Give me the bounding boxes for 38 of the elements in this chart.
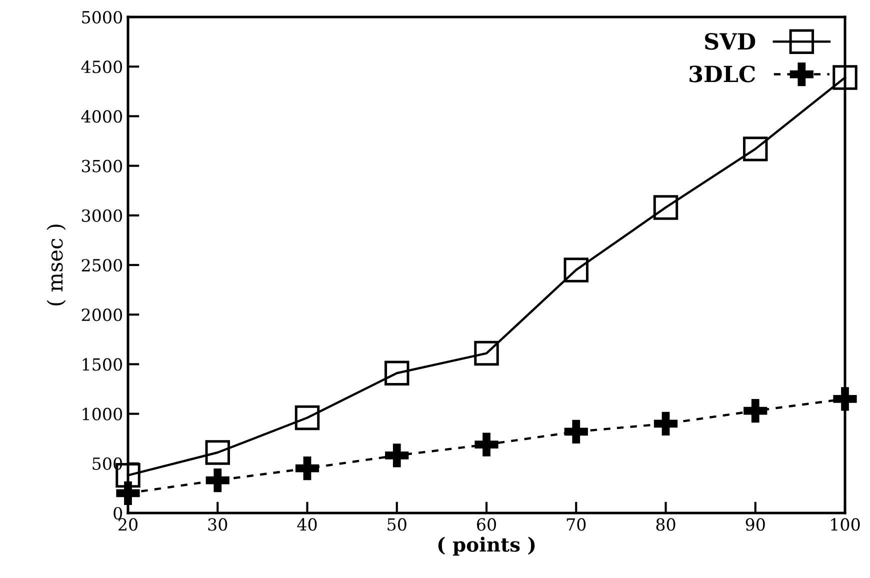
point bbox=[654, 412, 678, 436]
y-tick-label: 3000 bbox=[82, 209, 122, 222]
y-tick-label: 2500 bbox=[82, 258, 122, 272]
point bbox=[205, 440, 230, 465]
point bbox=[384, 360, 410, 386]
x-tick-label: 70 bbox=[566, 518, 586, 531]
y-axis-title: ( msec ) bbox=[46, 224, 66, 306]
point bbox=[474, 432, 498, 456]
x-tick-label: 90 bbox=[746, 518, 765, 531]
point bbox=[564, 258, 588, 282]
y-tick-label: 4000 bbox=[81, 110, 122, 123]
legend-label: SVD bbox=[705, 32, 756, 50]
y-tick-label: 0 bbox=[114, 506, 122, 520]
x-tick-label: 80 bbox=[656, 518, 676, 531]
legend-label: 3DLC bbox=[690, 66, 755, 82]
point bbox=[295, 456, 320, 480]
point bbox=[564, 420, 588, 444]
point bbox=[744, 399, 768, 423]
point bbox=[743, 136, 768, 162]
y-tick-label: 1500 bbox=[82, 358, 122, 371]
y-tick-label: 5000 bbox=[82, 10, 122, 24]
x-tick-label: 20 bbox=[118, 518, 138, 531]
point bbox=[653, 195, 678, 220]
point bbox=[294, 405, 320, 430]
x-tick-label: 40 bbox=[297, 518, 317, 531]
x-tick-label: 50 bbox=[388, 518, 406, 531]
y-tick-label: 3500 bbox=[82, 160, 122, 172]
x-tick-label: 30 bbox=[208, 518, 228, 531]
point bbox=[832, 65, 858, 90]
x-tick-label: 100 bbox=[831, 518, 860, 531]
y-tick-label: 2000 bbox=[82, 308, 122, 322]
x-axis-title: ( points ) bbox=[438, 536, 535, 556]
y-tick-label: 1000 bbox=[82, 408, 122, 420]
point bbox=[206, 468, 230, 492]
y-tick-label: 4500 bbox=[81, 60, 122, 74]
x-tick-label: 60 bbox=[477, 518, 496, 531]
point bbox=[385, 444, 409, 468]
point bbox=[474, 340, 499, 366]
